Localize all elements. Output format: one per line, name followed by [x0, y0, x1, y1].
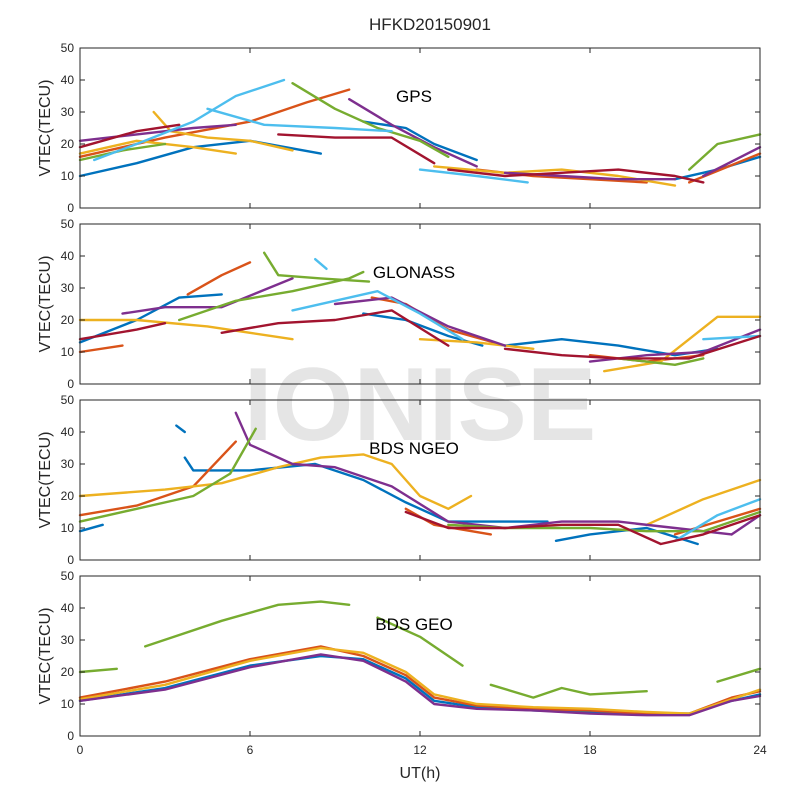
series-line: [206, 107, 393, 133]
y-tick-label: 50: [61, 569, 75, 583]
y-tick-label: 20: [61, 489, 75, 503]
series-line: [186, 261, 252, 296]
y-tick-label: 40: [61, 425, 75, 439]
y-tick-label: 20: [61, 313, 75, 327]
series-line: [78, 667, 118, 674]
y-tick-label: 30: [61, 633, 75, 647]
x-tick-label: 12: [413, 743, 427, 757]
series-line: [688, 152, 762, 184]
series-line: [447, 168, 705, 184]
series-line: [645, 478, 762, 526]
y-tick-label: 10: [61, 521, 75, 535]
series-line: [702, 146, 762, 178]
y-tick-label: 10: [61, 345, 75, 359]
series-line: [175, 424, 186, 434]
x-tick-label: 24: [753, 743, 767, 757]
series-line: [291, 82, 450, 158]
y-tick-label: 0: [67, 729, 74, 743]
chart-title: HFKD20150901: [369, 15, 491, 34]
series-line: [348, 98, 478, 168]
series-line: [78, 123, 181, 149]
panel-label: GLONASS: [373, 263, 455, 282]
series-line: [333, 296, 507, 347]
series-line: [603, 315, 762, 373]
series-line: [78, 322, 167, 341]
y-axis-label: VTEC(TECU): [37, 80, 54, 177]
y-tick-label: 10: [61, 169, 75, 183]
y-tick-label: 30: [61, 281, 75, 295]
series-line: [263, 251, 371, 283]
series-line: [291, 290, 464, 341]
series-line: [418, 168, 529, 184]
series-line: [78, 427, 257, 523]
y-tick-label: 0: [67, 201, 74, 215]
series-line: [234, 411, 733, 536]
series-line: [121, 277, 294, 315]
y-tick-label: 30: [61, 105, 75, 119]
y-tick-label: 40: [61, 73, 75, 87]
series-line: [220, 309, 450, 347]
y-tick-label: 0: [67, 553, 74, 567]
series-line: [78, 646, 762, 715]
series-line: [78, 453, 473, 510]
y-tick-label: 50: [61, 393, 75, 407]
y-tick-label: 40: [61, 249, 75, 263]
series-line: [617, 357, 705, 366]
series-line: [183, 456, 549, 523]
series-line: [152, 110, 294, 152]
y-axis-label: VTEC(TECU): [37, 608, 54, 705]
y-axis-label: VTEC(TECU): [37, 256, 54, 353]
y-tick-label: 40: [61, 601, 75, 615]
panel-label: BDS NGEO: [369, 439, 459, 458]
series-line: [277, 133, 436, 165]
series-line: [730, 514, 762, 536]
y-tick-label: 20: [61, 665, 75, 679]
x-axis-label: UT(h): [400, 765, 441, 782]
series-line: [673, 498, 762, 542]
y-tick-label: 50: [61, 41, 75, 55]
series-line: [314, 258, 328, 270]
panel-label: BDS GEO: [375, 615, 452, 634]
series-line: [688, 133, 762, 171]
panel-bds-geo: 0 10 20 30 40 50 0 6 12 18 24 BDS GEO VTEC(TECU) UT(h…: [37, 569, 767, 782]
series-line: [362, 120, 478, 162]
series-line: [376, 616, 464, 667]
series-line: [78, 440, 237, 517]
x-tick-label: 6: [247, 743, 254, 757]
series-line: [78, 318, 294, 341]
series-line: [503, 334, 762, 360]
panel-bds-ngeo: 0 10 20 30 40 50 BDS NGEO VTEC(TECU): [37, 393, 762, 567]
series-line: [78, 523, 104, 533]
y-tick-label: 0: [67, 377, 74, 391]
y-tick-label: 50: [61, 217, 75, 231]
y-tick-label: 30: [61, 457, 75, 471]
panels: 0 10 20 30 40 50 GPS VTEC(TECU) 0 10 20 30 40 50 GLONA…: [37, 41, 767, 782]
series-line: [702, 334, 762, 341]
series-line: [716, 667, 762, 683]
panel-glonass: 0 10 20 30 40 50 GLONASS VTEC(TECU): [37, 217, 762, 391]
series-line: [404, 507, 492, 536]
series-line: [78, 123, 237, 142]
series-line: [178, 270, 365, 322]
series-line: [93, 78, 286, 162]
series-line: [404, 510, 762, 546]
y-axis-label: VTEC(TECU): [37, 432, 54, 529]
panel-label: GPS: [396, 87, 432, 106]
panel-gps: 0 10 20 30 40 50 GPS VTEC(TECU): [37, 41, 762, 215]
series-line: [144, 600, 351, 648]
series-line: [78, 344, 124, 354]
y-tick-label: 10: [61, 697, 75, 711]
x-tick-label: 18: [583, 743, 597, 757]
x-tick-label: 0: [77, 743, 84, 757]
series-line: [489, 683, 648, 699]
y-tick-label: 20: [61, 137, 75, 151]
series-line: [78, 653, 762, 717]
series-line: [554, 526, 699, 546]
